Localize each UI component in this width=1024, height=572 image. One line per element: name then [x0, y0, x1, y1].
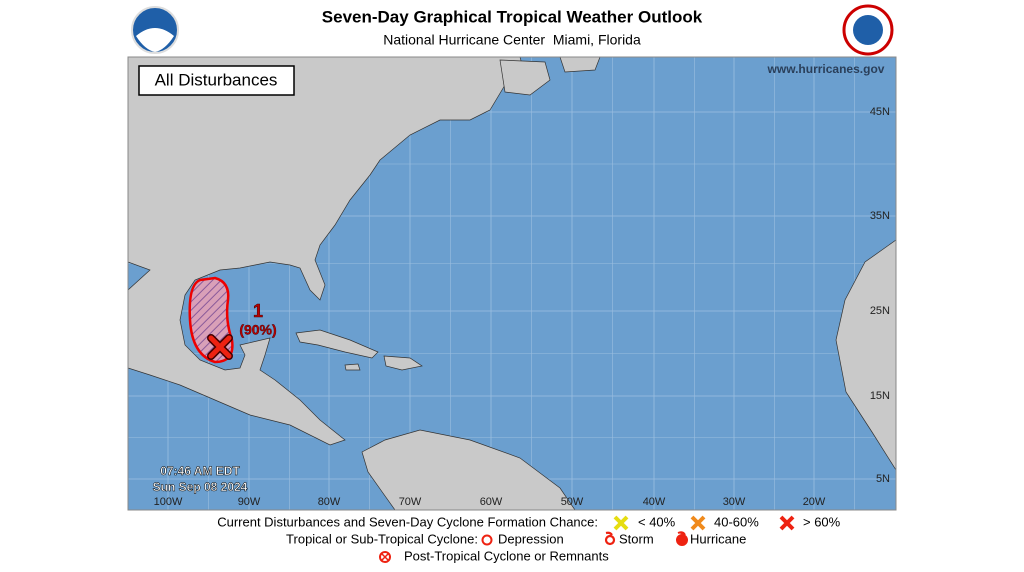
map [128, 57, 896, 510]
longitude-label: 90W [238, 496, 261, 508]
high-chance-icon [779, 515, 795, 531]
low-chance-icon [613, 515, 629, 531]
longitude-label: 100W [154, 496, 183, 508]
nws-logo[interactable] [842, 4, 894, 56]
longitude-label: 60W [480, 496, 503, 508]
disturbance-id: 1 [253, 301, 263, 321]
panel-label: All Disturbances [155, 70, 278, 89]
time-label: 07:46 AM EDT [160, 464, 240, 478]
south-america [361, 429, 576, 510]
date-label: Sun Sep 08 2024 [153, 480, 248, 494]
website[interactable]: www.hurricanes.gov [767, 62, 885, 76]
storm-label: Storm [619, 531, 654, 546]
post-tropical-icon-cross [381, 553, 389, 561]
latitude-label: 25N [870, 305, 890, 317]
hurricane-icon [676, 531, 689, 546]
panel-label-box [138, 65, 295, 96]
cuba [295, 329, 379, 359]
depression-label: Depression [498, 531, 564, 546]
formation-legend-label: Current Disturbances and Seven-Day Cyclo… [217, 514, 598, 529]
jamaica [344, 363, 361, 371]
medium-chance-icon [690, 515, 706, 531]
latitude-label: 15N [870, 390, 890, 402]
low-chance-label: < 40% [638, 514, 676, 529]
storm-icon [604, 531, 616, 546]
medium-chance-label: 40-60% [714, 514, 759, 529]
hispaniola [383, 355, 423, 371]
disturbance-marker[interactable] [207, 334, 233, 360]
legend: Current Disturbances and Seven-Day Cyclo… [217, 514, 840, 563]
noaa-logo[interactable] [131, 6, 179, 54]
subtitle: National Hurricane Center Miami, Florida [383, 32, 641, 48]
longitude-label: 50W [561, 496, 584, 508]
latitude-label: 5N [876, 473, 890, 485]
cyclone-legend-label: Tropical or Sub-Tropical Cyclone: [286, 531, 478, 546]
north-america [128, 57, 526, 446]
latitude-label: 45N [870, 106, 890, 118]
land [128, 57, 896, 510]
longitude-label: 40W [643, 496, 666, 508]
latitude-label: 35N [870, 210, 890, 222]
longitude-label: 30W [723, 496, 746, 508]
map-frame [127, 56, 897, 511]
africa [835, 239, 896, 471]
axis-labels: 45N 35N 25N 15N 5N 100W 90W 80W 70W 60W 50W 40W 30W 2… [154, 106, 890, 508]
longitude-label: 20W [803, 496, 826, 508]
longitude-label: 70W [399, 496, 422, 508]
depression-icon [481, 534, 493, 546]
post-tropical-icon [379, 551, 391, 563]
post-tropical-label: Post-Tropical Cyclone or Remnants [404, 548, 609, 563]
newfoundland-small [559, 57, 601, 73]
high-chance-label: > 60% [803, 514, 841, 529]
disturbance-chance: (90%) [239, 322, 276, 338]
title: Seven-Day Graphical Tropical Weather Out… [322, 7, 703, 26]
hurricane-label: Hurricane [690, 531, 746, 546]
longitude-label: 80W [318, 496, 341, 508]
newfoundland [499, 59, 551, 96]
